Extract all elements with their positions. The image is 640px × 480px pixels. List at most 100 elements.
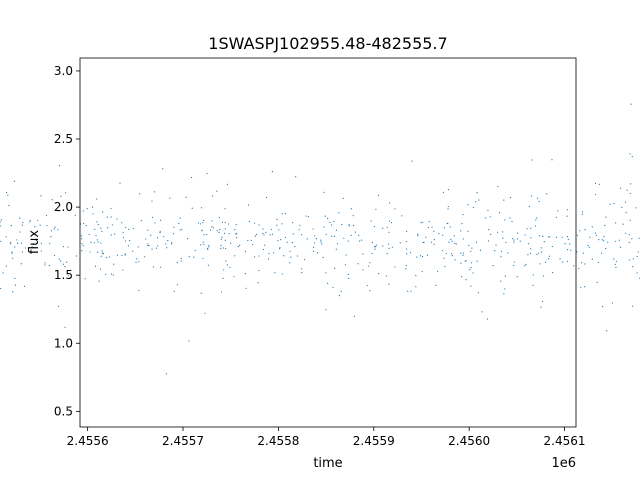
data-point: [5, 191, 8, 194]
data-point: [566, 236, 569, 238]
data-point: [542, 235, 544, 238]
data-point: [597, 261, 599, 264]
data-point: [144, 256, 146, 258]
data-point: [212, 195, 214, 197]
data-point: [188, 256, 190, 258]
data-point: [159, 230, 161, 232]
data-point: [525, 263, 527, 265]
data-point: [58, 165, 61, 167]
data-point: [94, 265, 97, 267]
data-point: [589, 236, 591, 238]
data-point: [378, 272, 380, 275]
data-point: [162, 168, 164, 170]
data-point: [566, 209, 569, 211]
data-point: [286, 241, 288, 243]
data-point: [371, 241, 374, 244]
data-point: [150, 234, 152, 236]
data-point: [124, 240, 127, 242]
data-point: [343, 237, 345, 239]
data-point: [341, 224, 343, 226]
data-point: [95, 234, 97, 237]
data-point: [366, 284, 368, 287]
data-point: [338, 212, 340, 214]
data-point: [166, 247, 168, 249]
data-point: [596, 281, 598, 283]
data-point: [186, 237, 189, 240]
x-axis-ticks: 2.4556 2.4557 2.4558 2.4559 2.4560 2.4561: [67, 427, 586, 448]
data-point: [114, 233, 116, 235]
chart-title: 1SWASPJ102955.48-482555.7: [208, 34, 447, 53]
data-point: [614, 263, 616, 265]
data-point: [382, 245, 384, 247]
data-point: [387, 243, 390, 245]
data-point: [567, 249, 569, 251]
data-point: [360, 239, 363, 241]
data-point: [405, 240, 408, 243]
data-point: [475, 201, 477, 203]
data-point: [265, 196, 268, 199]
data-point: [235, 233, 237, 235]
data-point: [16, 242, 19, 244]
data-point: [415, 286, 417, 288]
data-point: [303, 258, 306, 261]
data-point: [155, 247, 158, 249]
data-point: [578, 267, 580, 270]
data-point: [532, 274, 534, 276]
x-tick-label: 2.4559: [353, 434, 395, 448]
data-point: [406, 253, 408, 255]
data-point: [239, 244, 241, 246]
data-point: [394, 208, 396, 210]
data-point: [591, 226, 593, 228]
y-tick-label: 2.5: [54, 132, 73, 146]
data-point: [469, 269, 471, 271]
data-point: [324, 215, 326, 217]
data-point: [203, 234, 205, 236]
data-point: [509, 217, 511, 219]
data-point: [292, 233, 294, 235]
data-point: [477, 292, 479, 294]
data-point: [470, 267, 472, 269]
data-point: [83, 222, 85, 225]
data-point: [354, 231, 356, 233]
data-point: [20, 242, 23, 244]
data-point: [206, 247, 209, 249]
data-point: [273, 252, 275, 254]
data-point: [321, 243, 323, 245]
data-point: [391, 246, 393, 248]
data-point: [497, 231, 499, 233]
data-point: [0, 221, 1, 223]
y-tick-label: 3.0: [54, 64, 73, 78]
data-point: [500, 250, 502, 252]
data-point: [390, 222, 393, 224]
data-point: [57, 305, 60, 307]
data-point: [601, 239, 603, 241]
data-point: [267, 258, 270, 260]
data-point: [281, 213, 283, 215]
data-point: [276, 224, 278, 226]
data-point: [271, 171, 274, 173]
data-point: [500, 256, 502, 258]
data-point: [233, 275, 235, 278]
data-point: [225, 247, 227, 250]
data-point: [81, 238, 83, 240]
data-point: [494, 250, 496, 252]
data-point: [262, 232, 264, 235]
data-point: [124, 253, 126, 255]
data-point: [552, 272, 554, 274]
data-point: [478, 199, 480, 201]
data-point: [96, 221, 98, 223]
data-point: [529, 252, 531, 254]
data-point: [464, 260, 466, 262]
data-point: [180, 257, 182, 259]
data-point: [200, 244, 202, 246]
data-point: [322, 256, 324, 259]
data-point: [119, 182, 121, 184]
data-point: [140, 219, 142, 222]
data-point: [325, 233, 327, 235]
data-point: [151, 248, 153, 250]
data-point: [226, 264, 228, 266]
data-point: [388, 231, 390, 233]
data-point: [125, 226, 127, 229]
data-point: [99, 268, 102, 270]
data-point: [269, 234, 271, 236]
